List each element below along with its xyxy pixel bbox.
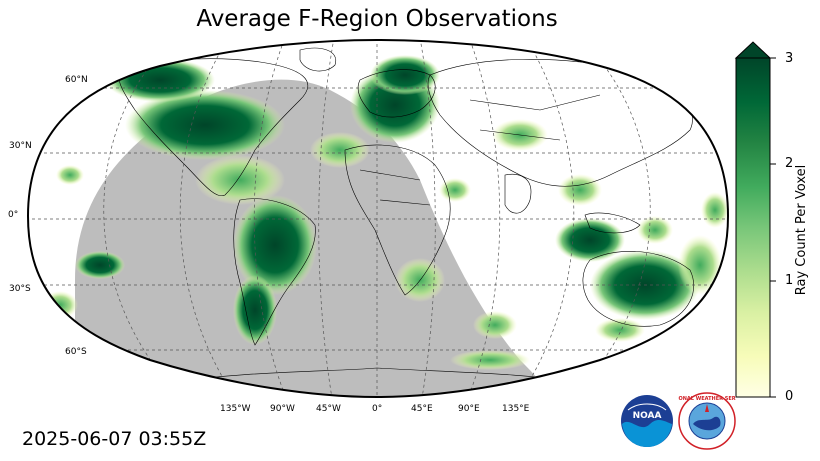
timestamp: 2025-06-07 03:55Z [22, 428, 207, 450]
lat-label-30n: 30°N [9, 141, 32, 151]
observation-density [42, 55, 728, 370]
map-boundary [26, 38, 730, 399]
lat-label-30s: 30°S [9, 284, 31, 294]
colorbar [734, 41, 776, 398]
lon-label-0: 0° [372, 404, 383, 414]
world-map [26, 38, 730, 399]
lon-label-135e: 135°E [502, 404, 530, 414]
lon-label-90w: 90°W [270, 404, 295, 414]
lat-label-0: 0° [8, 210, 19, 220]
svg-text:NATIONAL WEATHER SERVICE: NATIONAL WEATHER SERVICE [678, 396, 736, 402]
national-weather-service-logo: NATIONAL WEATHER SERVICE [678, 392, 736, 450]
colorbar-tick-3: 3 [785, 51, 794, 66]
colorbar-tick-2: 2 [785, 156, 794, 171]
colorbar-label: Ray Count Per Voxel [794, 164, 809, 296]
lon-label-90e: 90°E [458, 404, 480, 414]
lat-label-60s: 60°S [65, 347, 87, 357]
lon-label-45e: 45°E [411, 404, 433, 414]
colorbar-tick-1: 1 [785, 273, 794, 288]
colorbar-gradient [735, 57, 771, 398]
map-title: Average F-Region Observations [196, 6, 558, 32]
lon-label-135w: 135°W [220, 404, 251, 414]
lat-label-60n: 60°N [65, 75, 88, 85]
lon-label-45w: 45°W [316, 404, 341, 414]
svg-text:NOAA: NOAA [633, 411, 662, 421]
gridlines [28, 40, 728, 397]
colorbar-tick-0: 0 [785, 389, 794, 404]
colorbar-extend-triangle [734, 41, 772, 59]
noaa-logo: NOAA [621, 395, 673, 447]
